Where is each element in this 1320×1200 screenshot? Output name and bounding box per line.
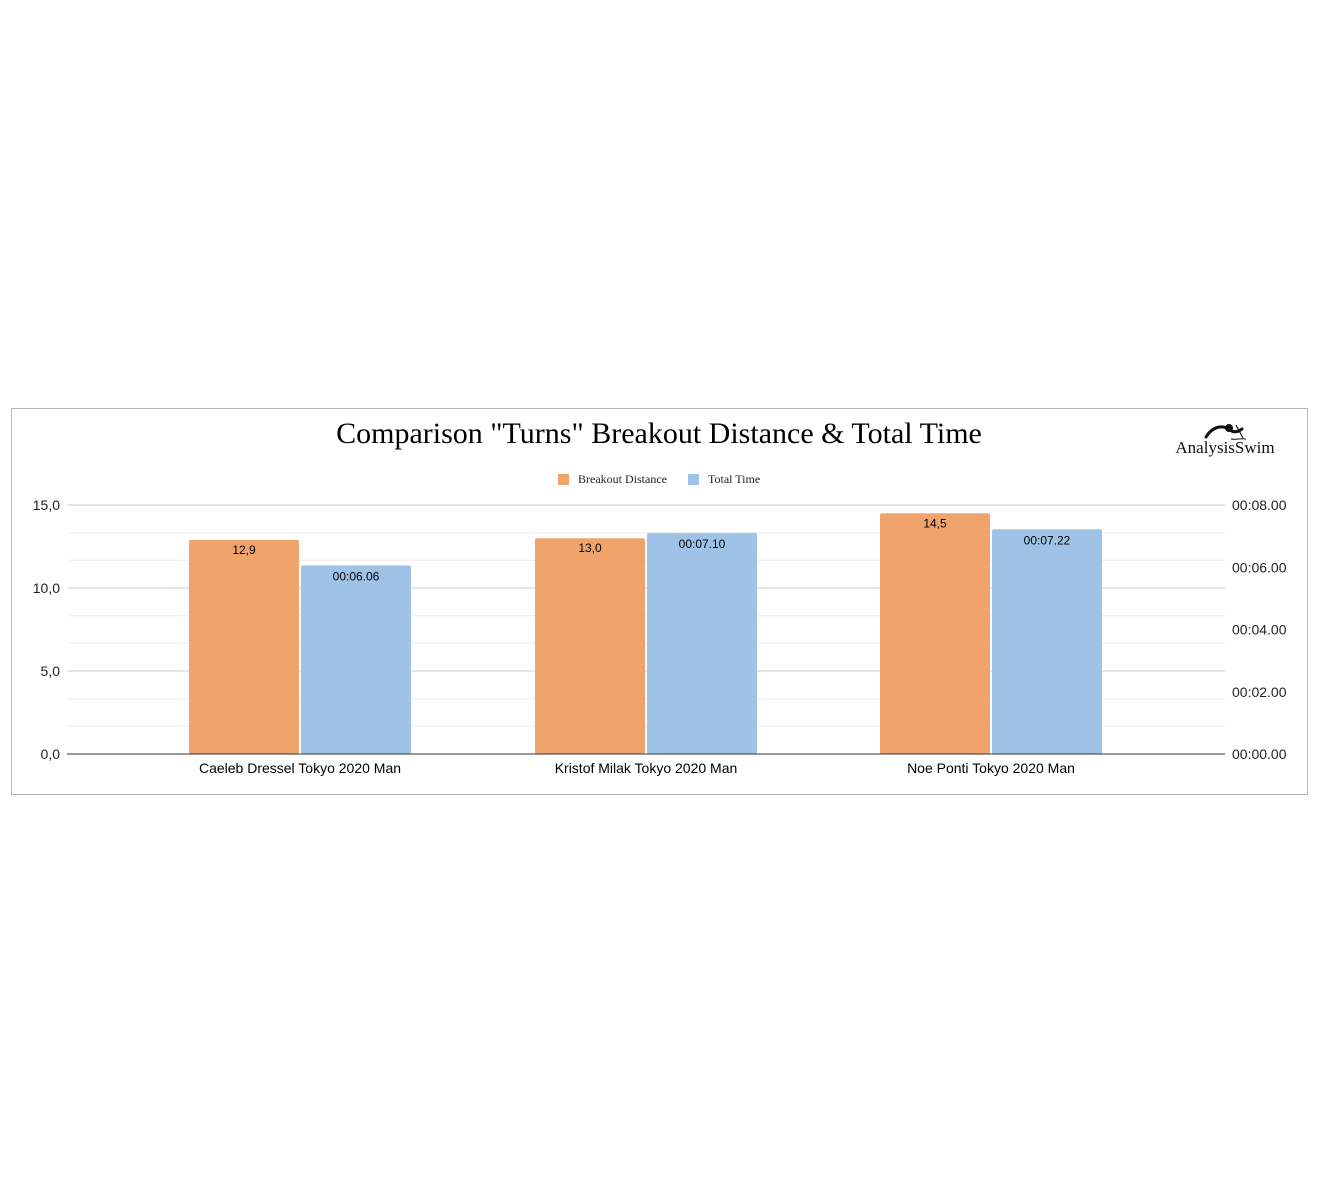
chart-title: Comparison "Turns" Breakout Distance & T… (336, 417, 982, 450)
y-axis-right: 00:00.00 00:02.00 00:04.00 00:06.00 00:08.00 (1232, 497, 1287, 762)
logo-text: AnalysisSwim (1175, 438, 1274, 457)
data-label-total-time: 00:06.06 (333, 569, 380, 583)
legend-swatch (558, 474, 569, 485)
data-label-total-time: 00:07.22 (1024, 533, 1071, 547)
x-tick-label: Noe Ponti Tokyo 2020 Man (907, 760, 1075, 776)
data-label-breakout-distance: 12,9 (232, 543, 256, 557)
y-left-tick-label: 5,0 (41, 663, 61, 679)
bar-total-time (301, 565, 411, 754)
y-right-tick-label: 00:06.00 (1232, 559, 1287, 575)
bar-breakout-distance (880, 513, 990, 754)
bar-breakout-distance (189, 539, 299, 754)
data-label-total-time: 00:07.10 (679, 537, 726, 551)
y-axis-left: 0,0 5,0 10,0 15,0 (33, 497, 60, 762)
bar-total-time (647, 533, 757, 754)
analysisswim-logo: AnalysisSwim (1175, 424, 1275, 457)
legend-item-breakout-distance: Breakout Distance (578, 472, 667, 486)
legend: Breakout Distance Total Time (558, 472, 760, 486)
bar-breakout-distance (535, 538, 645, 754)
y-left-tick-label: 15,0 (33, 497, 60, 513)
y-left-tick-label: 0,0 (41, 746, 61, 762)
legend-item-total-time: Total Time (708, 472, 760, 486)
swimmer-icon (1204, 424, 1247, 440)
bar-total-time (992, 529, 1102, 754)
y-left-tick-label: 10,0 (33, 580, 60, 596)
data-label-breakout-distance: 13,0 (578, 541, 602, 555)
y-right-tick-label: 00:04.00 (1232, 622, 1287, 638)
x-tick-label: Kristof Milak Tokyo 2020 Man (555, 760, 738, 776)
y-right-tick-label: 00:08.00 (1232, 497, 1287, 513)
legend-swatch (688, 474, 699, 485)
data-label-breakout-distance: 14,5 (923, 516, 947, 530)
x-axis: Caeleb Dressel Tokyo 2020 Man Kristof Mil… (67, 753, 1225, 776)
y-right-tick-label: 00:02.00 (1232, 684, 1287, 700)
y-right-tick-label: 00:00.00 (1232, 746, 1287, 762)
x-tick-label: Caeleb Dressel Tokyo 2020 Man (199, 760, 401, 776)
bars: 12,9 00:06.06 13,0 00:07.10 14,5 00:07.22 (189, 513, 1102, 754)
